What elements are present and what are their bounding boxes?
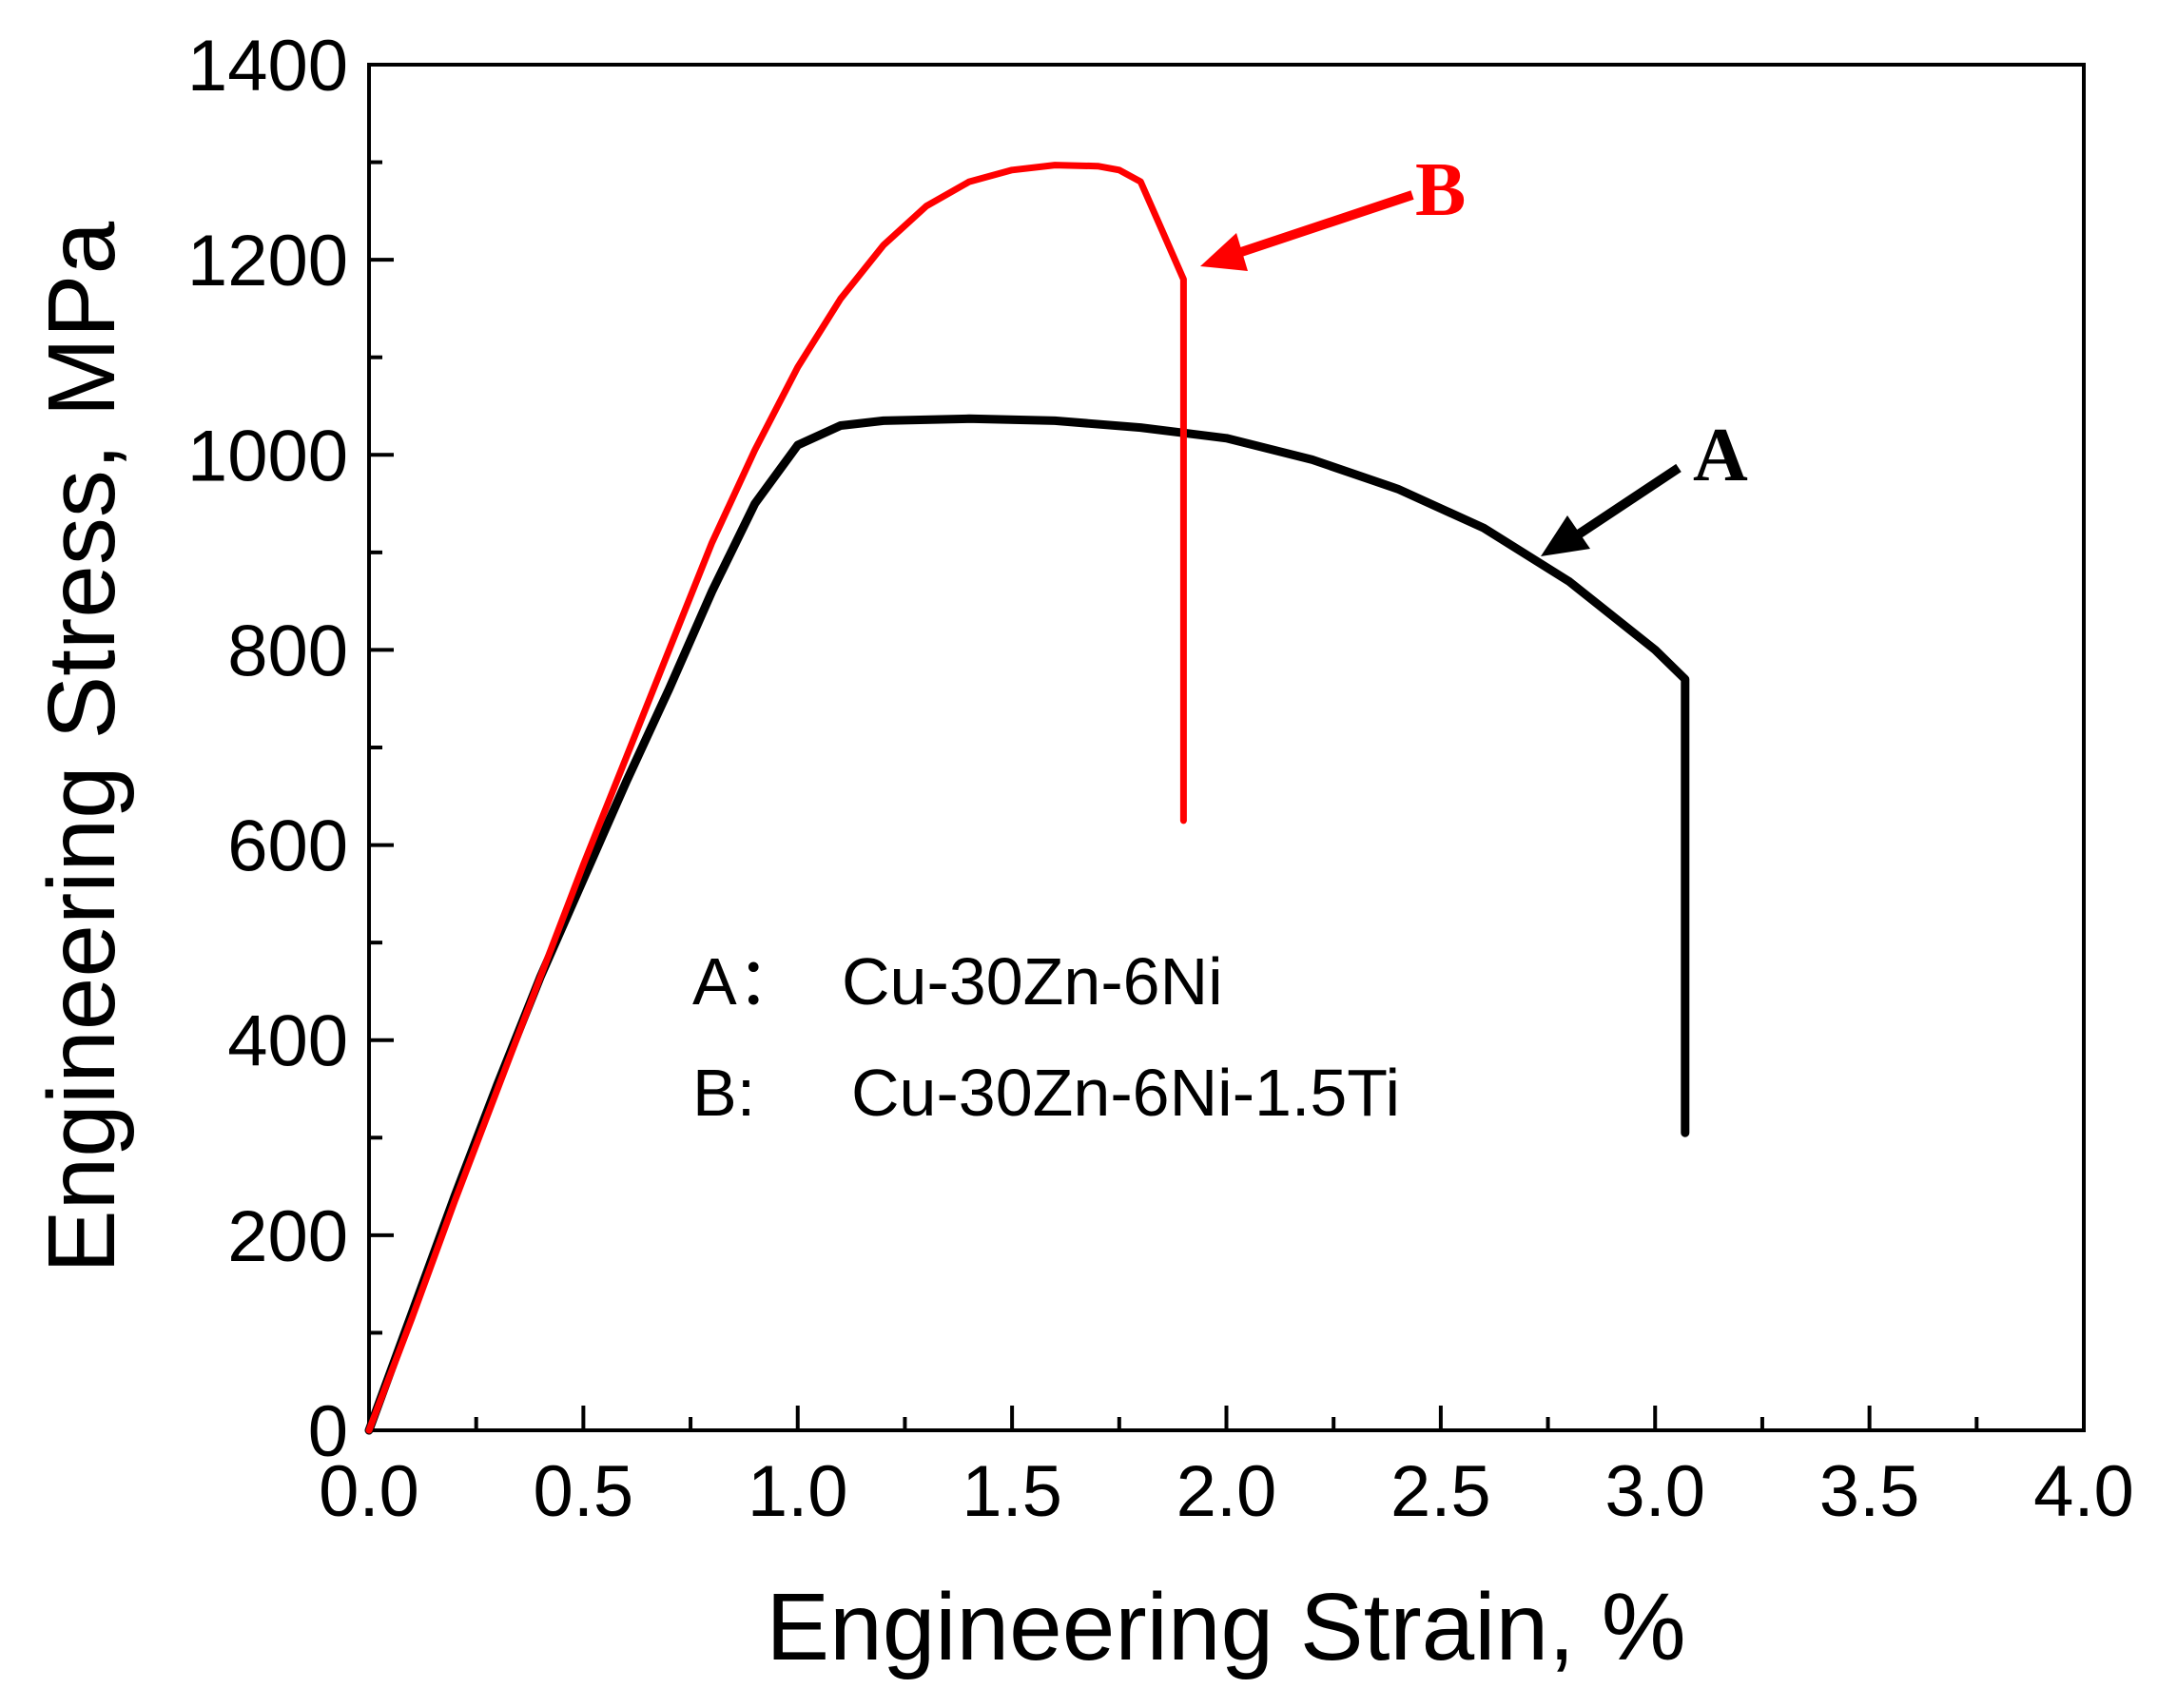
annotation-b-label: B [1415, 148, 1466, 232]
series-layer [364, 162, 1690, 1435]
arrow-a-line [1571, 463, 1682, 542]
series-b-line [365, 162, 1187, 1434]
annotation-b: B [1200, 148, 1466, 271]
y-tick-label: 1000 [187, 416, 348, 496]
x-tick-label: 3.5 [1819, 1451, 1920, 1532]
annotation-a: A [1541, 414, 1748, 556]
y-tick-label: 400 [227, 1001, 348, 1082]
legend-label-b: Cu-30Zn-6Ni-1.5Ti [851, 1056, 1400, 1130]
x-tick-label: 1.5 [962, 1451, 1062, 1532]
legend-key-a: A： [692, 944, 804, 1019]
legend-label-a: Cu-30Zn-6Ni [842, 944, 1223, 1019]
y-tick-label: 800 [227, 611, 348, 691]
x-tick-label: 1.0 [748, 1451, 848, 1532]
y-tick-label: 200 [227, 1196, 348, 1277]
y-tick-labels: 0 200 400 600 800 1000 1200 1400 [187, 26, 348, 1472]
x-tick-label: 2.0 [1176, 1451, 1277, 1532]
legend-key-b: B: [692, 1056, 755, 1130]
arrow-a-head [1541, 515, 1590, 556]
y-tick-label: 0 [308, 1391, 348, 1472]
legend: A： Cu-30Zn-6Ni B: Cu-30Zn-6Ni-1.5Ti [692, 944, 1400, 1130]
x-tick-label: 0.5 [534, 1451, 634, 1532]
tick-marks [367, 63, 2086, 1432]
x-tick-label: 0.0 [319, 1451, 419, 1532]
arrow-b-line [1239, 190, 1414, 257]
x-tick-label: 3.0 [1604, 1451, 1705, 1532]
arrow-b-head [1200, 233, 1248, 271]
x-tick-labels: 0.0 0.5 1.0 1.5 2.0 2.5 3.0 3.5 4.0 [319, 1451, 2134, 1532]
x-axis-title: Engineering Strain, % [766, 1574, 1685, 1680]
y-tick-label: 1400 [187, 26, 348, 107]
y-tick-label: 600 [227, 806, 348, 887]
series-a-line [364, 414, 1690, 1435]
x-tick-label: 4.0 [2033, 1451, 2134, 1532]
annotation-a-label: A [1693, 414, 1748, 497]
y-tick-label: 1200 [187, 221, 348, 301]
plot-frame [367, 63, 2086, 1432]
y-axis-title: Engineering Stress, MPa [29, 222, 135, 1273]
x-tick-label: 2.5 [1390, 1451, 1491, 1532]
